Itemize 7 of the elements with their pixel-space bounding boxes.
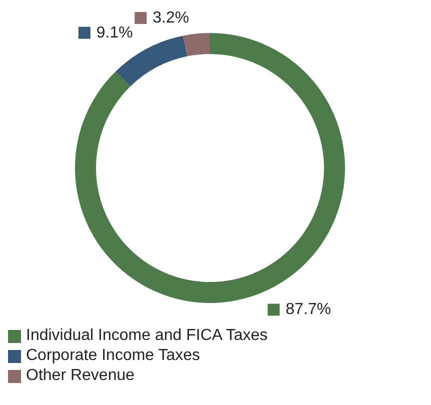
legend-label: Corporate Income Taxes <box>26 346 200 366</box>
donut-slice <box>183 33 210 56</box>
legend-label: Other Revenue <box>26 366 135 386</box>
data-label: 87.7% <box>286 301 332 318</box>
data-label: 9.1% <box>96 24 133 42</box>
legend-label: Individual Income and FICA Taxes <box>26 326 268 346</box>
data-label: 3.2% <box>152 10 190 26</box>
